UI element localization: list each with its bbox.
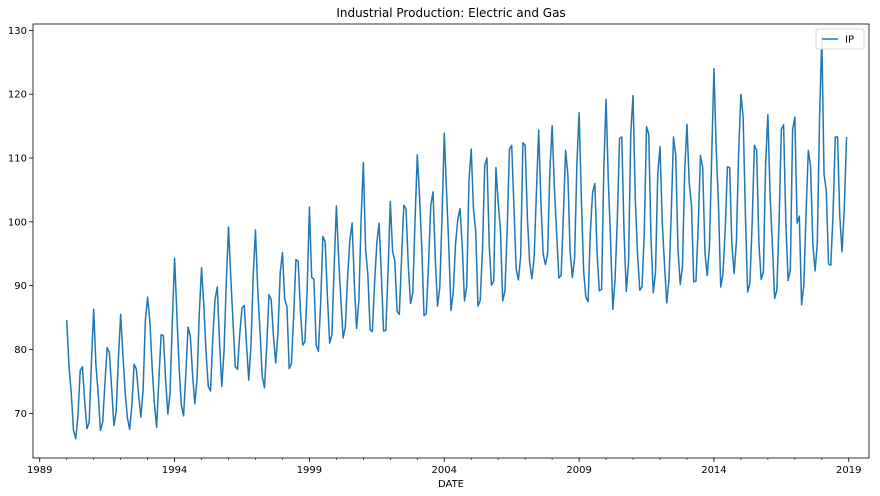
plot-area	[32, 23, 870, 459]
legend-box	[815, 28, 865, 50]
x-tick-label: 1999	[297, 465, 322, 476]
x-tick-label: 1989	[27, 465, 52, 476]
y-tick-label: 120	[8, 90, 27, 101]
y-tick-label: 110	[8, 154, 27, 165]
series-layer	[65, 36, 848, 440]
x-axis-label: DATE	[438, 479, 464, 490]
x-axis: 1989 1994 1999 2004 2009 2014 2019	[27, 458, 862, 476]
x-tick-label: 2009	[566, 465, 591, 476]
y-tick-label: 100	[8, 217, 27, 228]
y-tick-label: 80	[14, 345, 27, 356]
x-tick-label: 1994	[162, 465, 187, 476]
x-tick-label: 2004	[432, 465, 457, 476]
x-tick-label: 2014	[701, 465, 726, 476]
series-line-IP	[65, 36, 848, 440]
legend-entry: IP	[845, 35, 854, 46]
y-tick-label: 90	[14, 281, 27, 292]
y-axis: 70 80 90 100 110 120 130	[8, 26, 33, 420]
y-tick-label: 70	[14, 409, 27, 420]
y-tick-label: 130	[8, 26, 27, 37]
chart-title: Industrial Production: Electric and Gas	[336, 6, 565, 20]
legend: IP	[815, 28, 865, 50]
x-tick-label: 2019	[836, 465, 861, 476]
plot-frame	[32, 23, 870, 459]
